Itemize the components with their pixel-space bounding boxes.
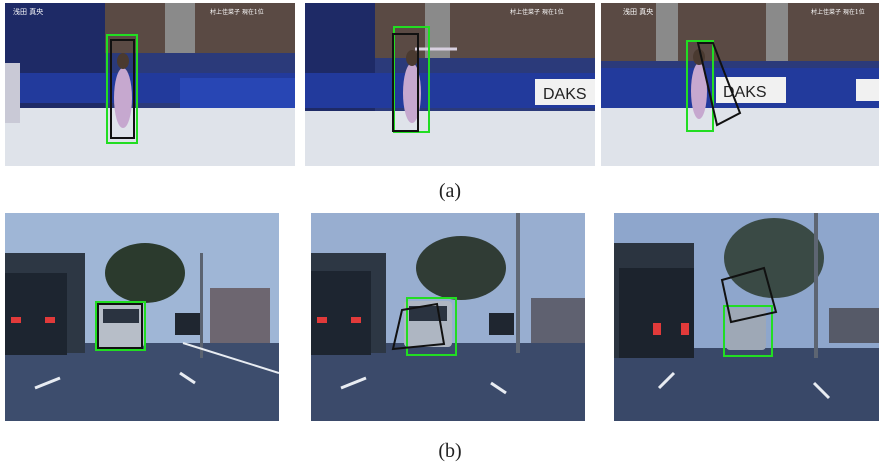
car-frame-1	[5, 213, 279, 421]
overlay-text-left: 浅田 真央	[13, 7, 43, 16]
overlay-text-left: 浅田 真央	[623, 7, 653, 16]
overlay-text-right: 村上佳菜子 現在1位	[510, 8, 564, 16]
banner-text: DAKS	[543, 86, 587, 103]
overlay-text-right: 村上佳菜子 現在1位	[210, 8, 264, 16]
caption-b: (b)	[438, 440, 462, 462]
skating-frame-2-image: DAKS 村上佳菜子 現在1位	[305, 3, 595, 166]
car-frame-1-image	[5, 213, 279, 421]
skating-frame-1: 浅田 真央 村上佳菜子 現在1位	[5, 3, 295, 166]
car-frame-2	[311, 213, 585, 421]
skating-frame-2: DAKS 村上佳菜子 現在1位	[305, 3, 595, 166]
skating-frame-3: DAKS 浅田 真央 村上佳菜子 現在1位	[601, 3, 879, 166]
car-frame-3	[614, 213, 879, 421]
overlay-text-right: 村上佳菜子 現在1位	[811, 8, 865, 16]
skating-frame-3-image: DAKS 浅田 真央 村上佳菜子 現在1位	[601, 3, 879, 166]
car-frame-3-image	[614, 213, 879, 421]
caption-a: (a)	[438, 180, 462, 202]
car-frame-2-image	[311, 213, 585, 421]
skating-frame-1-image: 浅田 真央 村上佳菜子 現在1位	[5, 3, 295, 166]
